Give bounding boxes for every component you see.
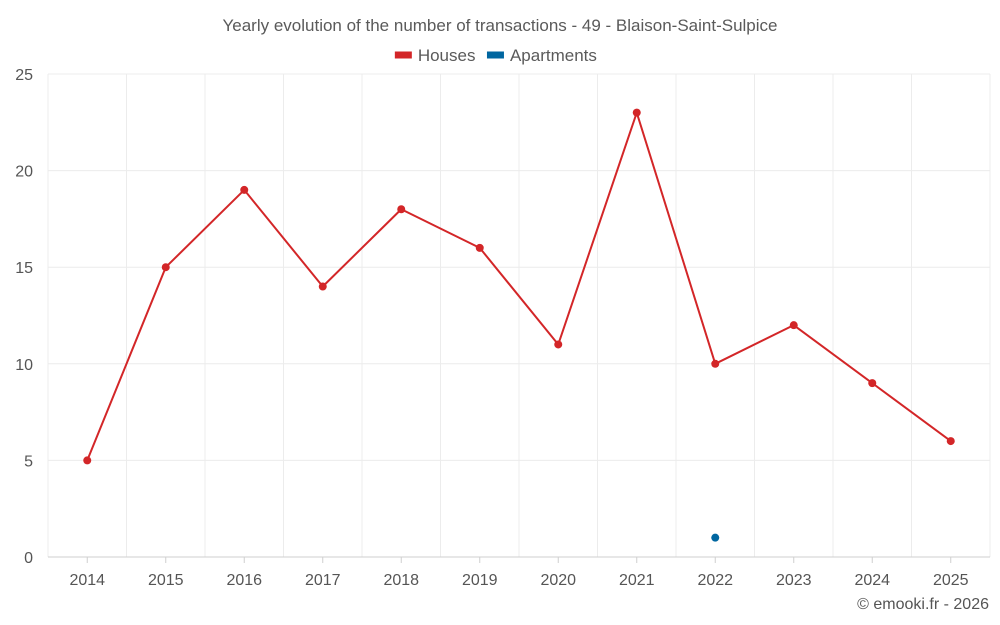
x-tick-label: 2022	[697, 572, 733, 589]
y-tick-label: 15	[15, 260, 33, 277]
x-tick-label: 2024	[854, 572, 890, 589]
data-point-houses[interactable]	[554, 340, 563, 349]
data-point-houses[interactable]	[632, 108, 641, 117]
data-point-houses[interactable]	[789, 321, 798, 330]
x-tick-label: 2025	[933, 572, 969, 589]
x-tick-label: 2014	[69, 572, 105, 589]
x-tick-label: 2017	[305, 572, 341, 589]
y-tick-label: 5	[24, 453, 33, 470]
x-tick-label: 2015	[148, 572, 184, 589]
x-tick-label: 2020	[540, 572, 576, 589]
legend-label: Houses	[418, 46, 476, 65]
legend-item-houses[interactable]: Houses	[394, 46, 476, 65]
data-point-houses[interactable]	[161, 263, 170, 272]
x-tick-label: 2023	[776, 572, 812, 589]
x-tick-label: 2019	[462, 572, 498, 589]
x-tick-label: 2018	[383, 572, 419, 589]
data-point-houses[interactable]	[475, 243, 484, 252]
y-tick-label: 25	[15, 67, 33, 84]
copyright-text: © emooki.fr - 2026	[857, 596, 989, 613]
y-tick-label: 10	[15, 357, 33, 374]
legend: Houses Apartments	[394, 46, 597, 65]
data-point-houses[interactable]	[711, 359, 720, 368]
legend-item-apartments[interactable]: Apartments	[486, 46, 597, 65]
data-point-houses[interactable]	[240, 185, 249, 194]
legend-swatch	[486, 51, 504, 59]
data-point-houses[interactable]	[946, 437, 955, 446]
x-tick-label: 2021	[619, 572, 655, 589]
legend-swatch	[394, 51, 412, 59]
x-tick-label: 2016	[226, 572, 262, 589]
chart-title: Yearly evolution of the number of transa…	[222, 16, 777, 35]
data-point-apartments[interactable]	[711, 533, 720, 542]
data-point-houses[interactable]	[318, 282, 327, 291]
legend-label: Apartments	[510, 46, 597, 65]
data-point-houses[interactable]	[83, 456, 92, 465]
series-line-houses	[86, 111, 952, 461]
data-point-houses[interactable]	[868, 379, 877, 388]
y-tick-label: 20	[15, 164, 33, 181]
data-point-houses[interactable]	[397, 205, 406, 214]
grid	[47, 73, 991, 557]
y-tick-label: 0	[24, 550, 33, 567]
series-layer	[83, 108, 955, 542]
